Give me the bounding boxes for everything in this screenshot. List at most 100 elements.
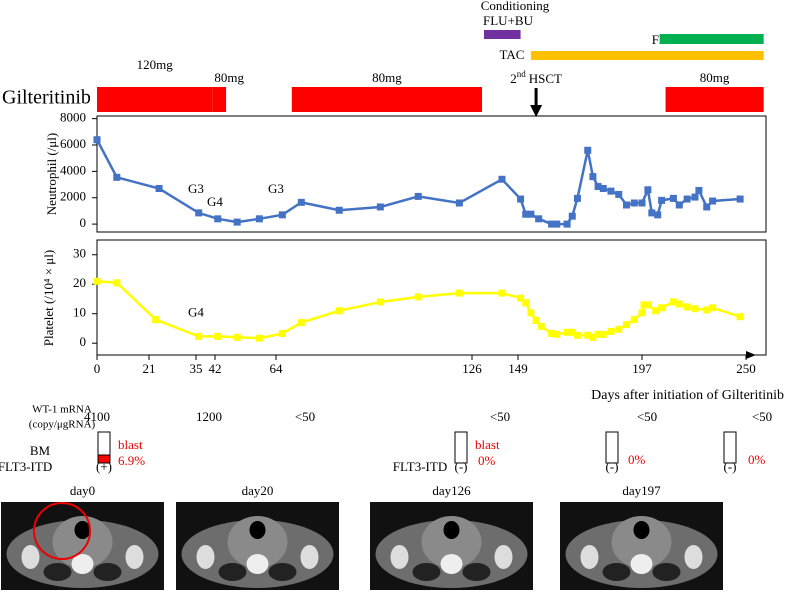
- ct-trachea: [249, 521, 266, 539]
- data-point: [152, 316, 160, 324]
- data-point: [278, 329, 286, 337]
- ct-bone: [684, 545, 703, 569]
- ct-label: day126: [432, 483, 471, 498]
- data-point: [537, 322, 545, 330]
- data-point: [297, 319, 305, 327]
- annotation: G3: [188, 181, 204, 196]
- data-point: [709, 304, 717, 312]
- ct-bone: [196, 545, 215, 569]
- data-point: [278, 211, 286, 219]
- drug-period: [291, 87, 482, 112]
- x-tick-label: 0: [94, 361, 101, 376]
- data-point: [658, 196, 666, 204]
- x-tick-label: 126: [462, 361, 482, 376]
- data-point: [691, 305, 699, 313]
- hsct-ordinal: 2: [510, 71, 517, 86]
- bm-label: BM: [30, 443, 51, 458]
- x-tick-label: 35: [190, 361, 203, 376]
- data-point: [414, 293, 422, 301]
- hsct-suffix: nd: [517, 69, 527, 79]
- y-tick-label: 0: [80, 334, 87, 349]
- y-axis-label: Platelet (/10⁴ × μl): [41, 250, 56, 346]
- data-point: [599, 330, 607, 338]
- dose-label: 120mg: [137, 57, 174, 72]
- conditioning-label: Conditioning: [481, 0, 550, 13]
- lesion-marker: [33, 502, 91, 560]
- data-point: [517, 195, 525, 203]
- data-point: [255, 334, 263, 342]
- data-point: [563, 220, 571, 228]
- hsct-arrowhead: [530, 105, 543, 117]
- ct-spine: [71, 554, 94, 574]
- dose-label: 80mg: [372, 70, 402, 85]
- blast-value: 6.9%: [118, 453, 145, 468]
- data-point: [638, 199, 646, 207]
- data-point: [683, 303, 691, 311]
- ct-lung: [218, 563, 247, 581]
- data-point: [658, 304, 666, 312]
- dose-label: 80mg: [700, 70, 730, 85]
- y-axis-label: Neutrophil (/μl): [44, 133, 59, 215]
- dose-label: 80mg: [214, 70, 244, 85]
- blast-fill: [97, 454, 111, 464]
- data-point: [675, 300, 683, 308]
- drug-label: Gilteritinib: [2, 87, 91, 109]
- data-point: [703, 203, 711, 211]
- data-point: [113, 173, 121, 181]
- data-point: [615, 325, 623, 333]
- data-point: [638, 309, 646, 317]
- y-tick-label: 8000: [60, 110, 86, 125]
- y-tick-label: 30: [73, 246, 86, 261]
- ct-lung: [268, 563, 297, 581]
- ct-lung: [462, 563, 491, 581]
- data-point: [522, 299, 530, 307]
- data-point: [233, 218, 241, 226]
- data-point: [335, 206, 343, 214]
- conditioning-bar: [484, 30, 521, 39]
- ct-bone: [390, 545, 409, 569]
- data-point: [669, 194, 677, 202]
- ct-trachea: [443, 521, 460, 539]
- data-point: [594, 330, 602, 338]
- wt1-label: WT-1 mRNA: [32, 404, 92, 416]
- data-point: [233, 333, 241, 341]
- data-point: [736, 313, 744, 321]
- data-point: [615, 190, 623, 198]
- wt1-value: <50: [752, 409, 772, 424]
- bm-box: [723, 431, 737, 464]
- ct-trachea: [74, 521, 91, 539]
- data-point: [155, 185, 163, 192]
- ct-bone: [125, 545, 144, 569]
- data-point: [584, 146, 592, 154]
- ct-spine: [246, 554, 269, 574]
- ct-bone: [21, 545, 40, 569]
- x-tick-label: 42: [209, 361, 222, 376]
- data-point: [113, 279, 121, 287]
- data-point: [736, 195, 744, 203]
- neutrophil-frame: [96, 115, 767, 233]
- data-point: [623, 201, 630, 209]
- x-axis-arrow: [746, 351, 756, 359]
- wt1-value: <50: [490, 409, 510, 424]
- data-point: [498, 175, 506, 183]
- wt1-value: 1200: [196, 409, 222, 424]
- data-point: [607, 187, 615, 195]
- x-tick-label: 64: [270, 361, 284, 376]
- ct-lung: [652, 563, 681, 581]
- bm-box: [454, 431, 468, 464]
- flt3-label: FLT3-ITD: [0, 459, 52, 474]
- data-point: [214, 215, 222, 223]
- data-point: [195, 332, 203, 340]
- hsct-label: 2nd HSCT: [510, 69, 562, 86]
- flt3-value: (-): [455, 459, 468, 474]
- data-point: [414, 192, 422, 200]
- data-point: [563, 328, 571, 336]
- wt1-value: <50: [637, 409, 657, 424]
- annotation: G4: [188, 305, 204, 320]
- annotation: G3: [268, 181, 284, 196]
- data-point: [652, 307, 660, 315]
- data-point: [93, 277, 101, 285]
- data-point: [532, 317, 540, 324]
- data-point: [644, 186, 652, 194]
- blast-value: 0%: [748, 452, 766, 467]
